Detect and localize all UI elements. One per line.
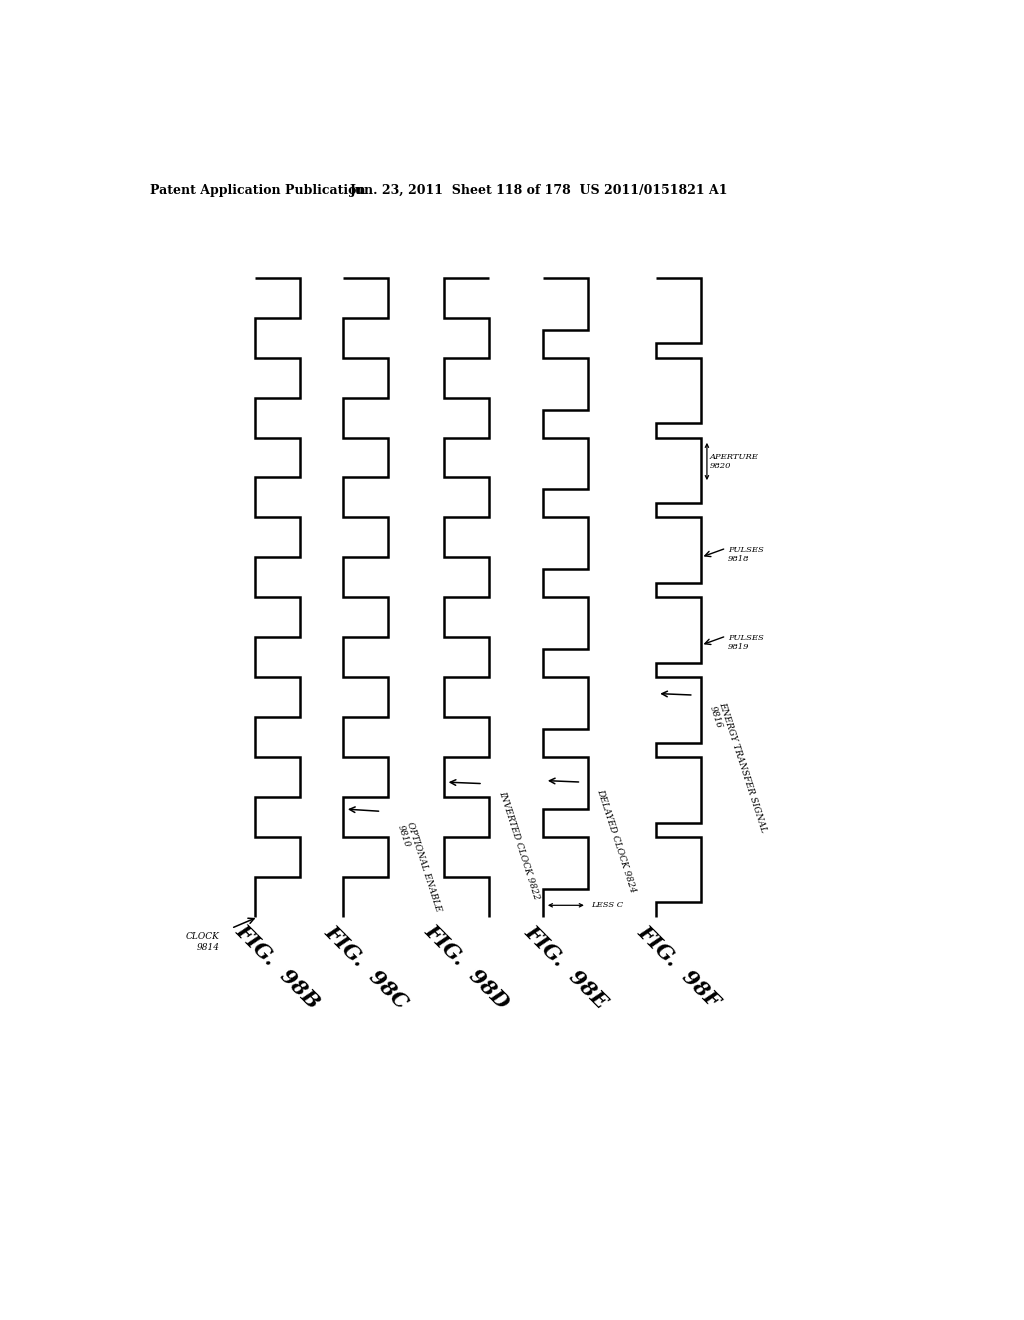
Text: FIG.  98D: FIG. 98D [421, 921, 513, 1012]
Text: FIG.  98C: FIG. 98C [321, 921, 412, 1012]
Text: FIG.  98B: FIG. 98B [231, 921, 324, 1012]
Text: PULSES
9818: PULSES 9818 [728, 545, 764, 564]
Text: FIG.  98E: FIG. 98E [520, 921, 611, 1012]
Text: INVERTED CLOCK 9822: INVERTED CLOCK 9822 [497, 789, 541, 900]
Text: CLOCK
9814: CLOCK 9814 [185, 932, 219, 952]
Text: FIG.  98F: FIG. 98F [633, 921, 723, 1012]
Text: APERTURE
9820: APERTURE 9820 [710, 453, 759, 470]
Text: PULSES
9819: PULSES 9819 [728, 634, 764, 651]
Text: DELAYED CLOCK 9824: DELAYED CLOCK 9824 [595, 788, 637, 894]
Text: LESS C: LESS C [591, 902, 623, 909]
Text: ENERGY TRANSFER SIGNAL
9816: ENERGY TRANSFER SIGNAL 9816 [708, 701, 768, 837]
Text: OPTIONAL ENABLE
9810: OPTIONAL ENABLE 9810 [395, 821, 442, 916]
Text: Patent Application Publication: Patent Application Publication [150, 185, 366, 197]
Text: Jun. 23, 2011  Sheet 118 of 178  US 2011/0151821 A1: Jun. 23, 2011 Sheet 118 of 178 US 2011/0… [349, 185, 728, 197]
